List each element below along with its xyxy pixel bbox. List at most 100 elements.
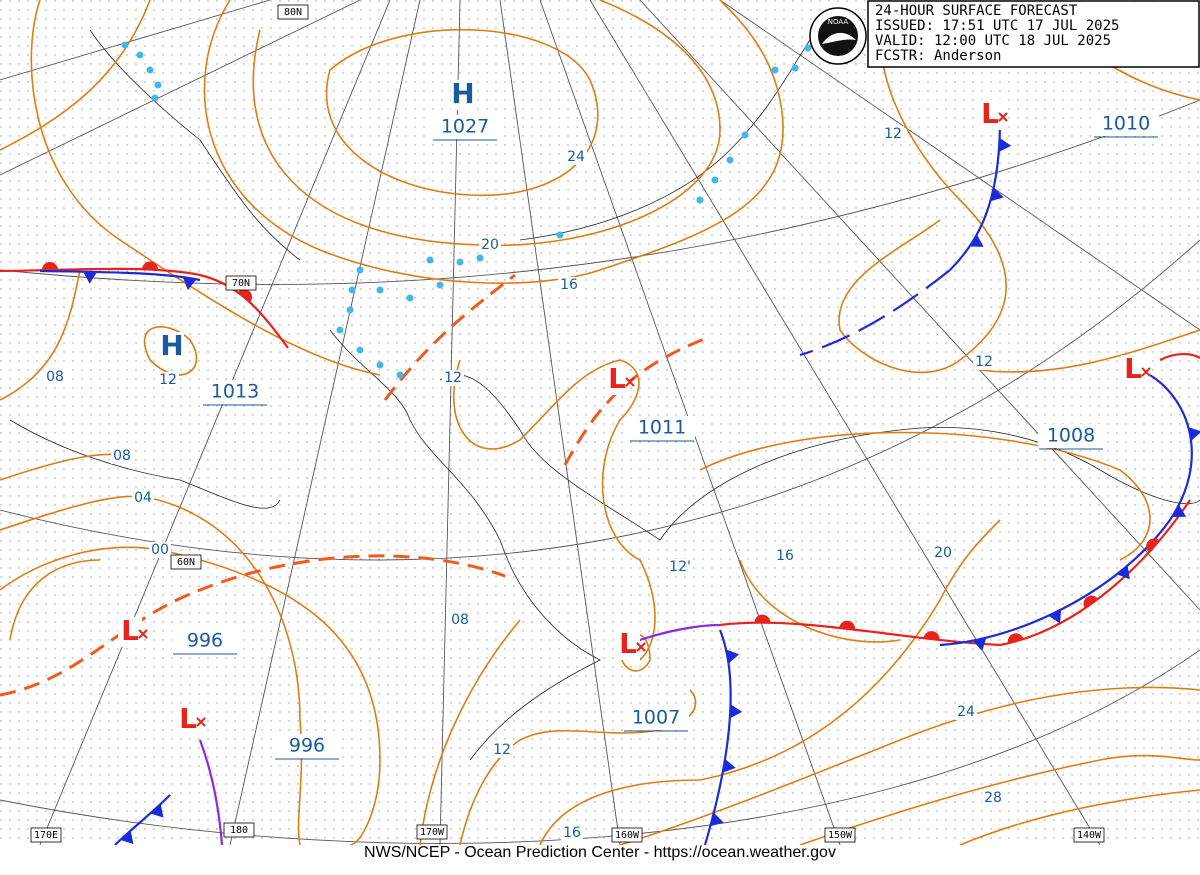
warm-front-pip [754, 614, 771, 623]
isobar-label: 12 [975, 354, 993, 370]
grid-label-bg [30, 827, 62, 843]
cold-front-pip [150, 804, 164, 818]
cold-front-pip [722, 758, 736, 773]
cold-front-pip [120, 830, 134, 845]
pressure-bg [1093, 112, 1159, 136]
grid-label: 160W [615, 830, 640, 841]
isobar-label: 12' [669, 559, 691, 575]
isobar-label-bg [111, 448, 133, 464]
pip-shape [182, 277, 197, 291]
center-pressure: 1007 [632, 707, 680, 729]
symbol-bg [978, 100, 1002, 130]
grid-label: 70N [232, 278, 250, 289]
grid-label: 170W [420, 827, 445, 838]
center-pressure: 1011 [638, 417, 686, 439]
symbol-bg [451, 80, 475, 110]
grid-label: 180 [230, 825, 248, 836]
grid-label-bg [170, 554, 202, 570]
isobar-label: 12 [884, 126, 902, 142]
symbol-bg [160, 332, 184, 362]
logo-text: NOAA [828, 18, 849, 26]
pip-shape [1048, 609, 1062, 624]
symbol-bg [605, 365, 629, 395]
isobar-label: 08 [46, 369, 64, 385]
footer: NWS/NCEP - Ocean Prediction Center - htt… [364, 844, 836, 861]
isobar-label-bg [565, 149, 587, 165]
center-symbol: H [160, 329, 183, 362]
center-pressure: 996 [187, 630, 223, 652]
center-symbol: L [608, 362, 626, 395]
grid-label-bg [611, 827, 643, 843]
cold-front-pip [1048, 609, 1062, 624]
isobar-label-bg [491, 742, 513, 758]
symbol-bg [1121, 355, 1145, 385]
grid-label: 170E [34, 830, 58, 841]
header-line: VALID: 12:00 UTC 18 JUL 2025 [875, 33, 1111, 49]
isobar-label-bg [932, 545, 954, 561]
symbol-bg [616, 630, 640, 660]
footer-band [0, 845, 1200, 875]
center-symbol: L [1124, 352, 1142, 385]
isobar-label: 24 [957, 704, 975, 720]
isobar-label-bg [669, 559, 691, 575]
pip-shape [729, 704, 743, 719]
isobar-label: 24 [567, 149, 585, 165]
isobar-label: 12 [493, 742, 511, 758]
pip-shape [726, 649, 740, 664]
isobar-label-bg [774, 548, 796, 564]
warm-front-pip [1007, 633, 1024, 644]
cold-front-pip [710, 812, 724, 827]
isobar-label-bg [132, 490, 154, 506]
pip-shape [120, 830, 134, 845]
cold-front-pip [182, 277, 197, 291]
cold-front-pip [1172, 504, 1187, 518]
logo-bird [822, 32, 856, 44]
cold-front-pip [998, 137, 1012, 152]
center-pressure: 1008 [1047, 425, 1095, 447]
center-x [625, 377, 635, 387]
pip-shape [839, 620, 856, 630]
center-x [196, 717, 206, 727]
pressure-bg [623, 706, 689, 730]
pip-shape [1188, 427, 1200, 441]
isobar-label-bg [449, 612, 471, 628]
pip-shape [41, 262, 58, 271]
grid-label-bg [1073, 827, 1105, 843]
pip-shape [82, 271, 97, 284]
symbol-bg [118, 617, 142, 647]
cold-front-pip [1116, 565, 1130, 580]
center-pressure: 1010 [1102, 113, 1150, 135]
pip-shape [710, 812, 724, 827]
isobar-label: 16 [563, 825, 581, 841]
center-x [636, 642, 646, 652]
pressure-bg [629, 416, 695, 440]
pip-shape [972, 637, 987, 651]
grid-label-bg [225, 275, 257, 291]
pip-shape [722, 758, 736, 773]
warm-front-pip [1083, 595, 1099, 609]
pip-shape [969, 234, 984, 247]
warm-front-pip [923, 631, 940, 640]
isobar-label-bg [973, 354, 995, 370]
pip-shape [237, 289, 252, 303]
warm-front-pip [41, 262, 58, 271]
pip-shape [923, 631, 940, 640]
pip-shape [998, 137, 1012, 152]
pip-shape [1146, 538, 1160, 553]
isobar-label: 12 [444, 370, 462, 386]
isobar-label: 20 [481, 237, 499, 253]
fronts [0, 119, 1200, 846]
cold-front-pip [1188, 427, 1200, 441]
pressure-bg [202, 380, 268, 404]
center-x [998, 112, 1008, 122]
isobar-label-bg [558, 277, 580, 293]
grid-label: 150W [828, 830, 853, 841]
grid-label-bg [277, 4, 309, 20]
pip-shape [754, 614, 771, 623]
pressure-bg [172, 629, 238, 653]
isobars [0, 0, 1200, 846]
warm-front-pip [1146, 538, 1160, 553]
isobar-label: 00 [151, 542, 169, 558]
cold-front-pip [969, 234, 984, 247]
